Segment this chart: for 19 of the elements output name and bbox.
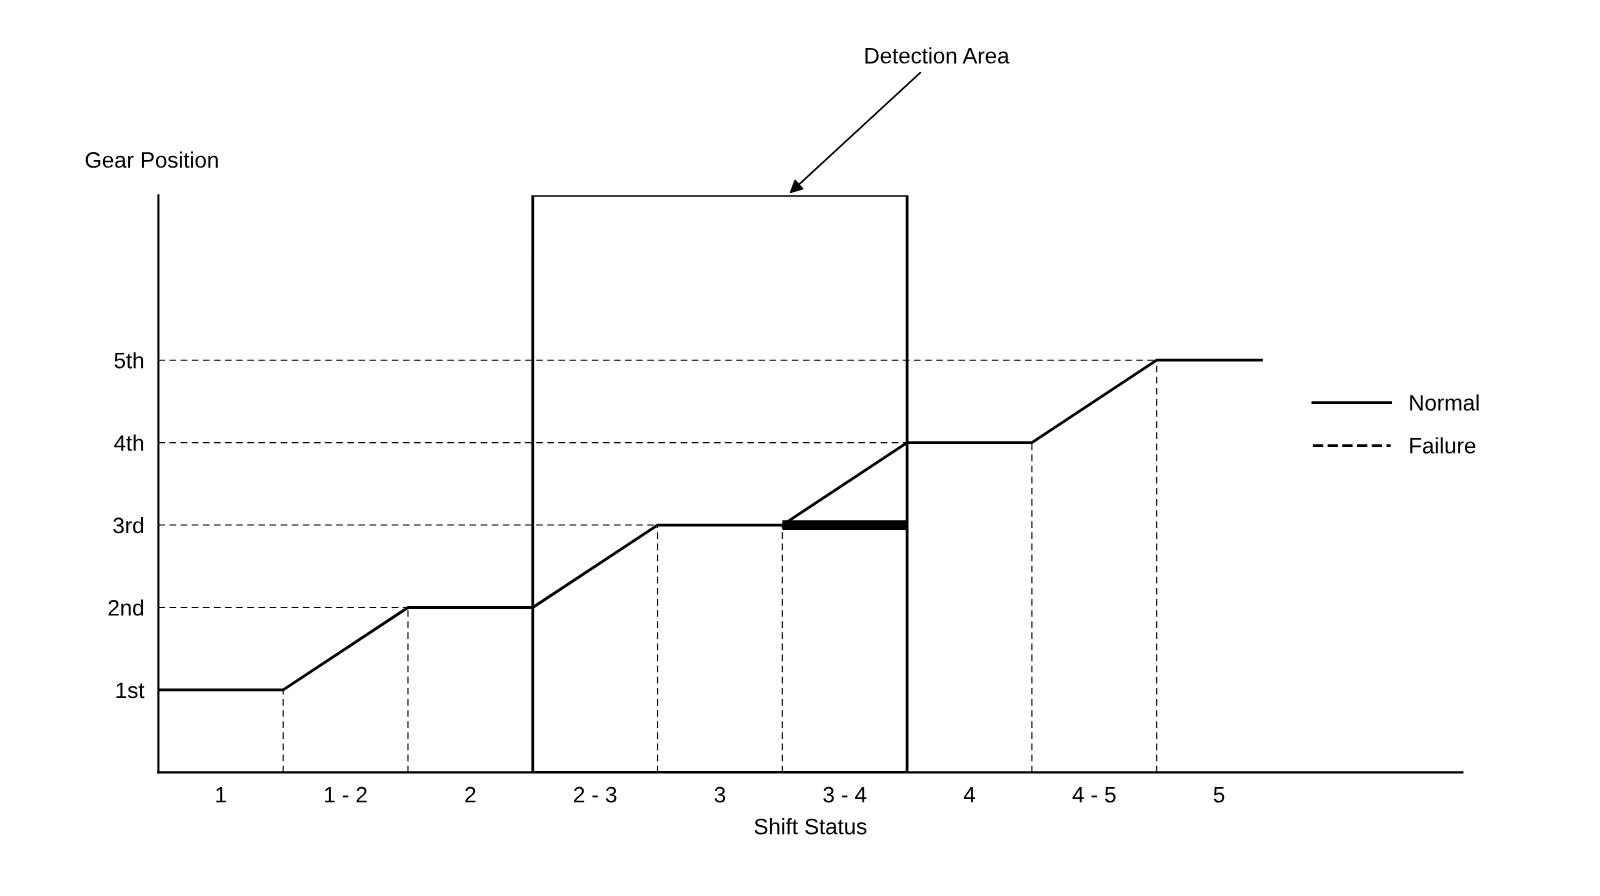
band-label: Detection Area [865,47,1010,64]
y-tick-label: 1st [116,682,145,699]
x-tick-label: 5 [1213,787,1225,803]
x-tick-label: 2 - 3 [574,786,617,803]
x-tick-label: 4 [963,787,976,803]
y-tick-label: 2nd [108,599,144,616]
x-tick-label: 4 - 5 [1072,787,1116,803]
x-tick-label: 1 - 2 [325,786,367,803]
x-tick-label: 1 [216,787,226,803]
legend-label: Normal [1410,394,1479,411]
x-axis-title: Shift Status [754,818,867,835]
y-axis-title: Gear Position [85,151,218,168]
x-tick-label: 2 [465,786,476,803]
x-tick-label: 3 - 4 [823,786,867,803]
y-tick-label: 5th [114,352,144,369]
x-tick-label: 3 [714,786,726,803]
y-tick-label: 4th [114,434,144,451]
legend-label: Failure [1410,437,1476,454]
y-tick-label: 3rd [113,517,144,534]
